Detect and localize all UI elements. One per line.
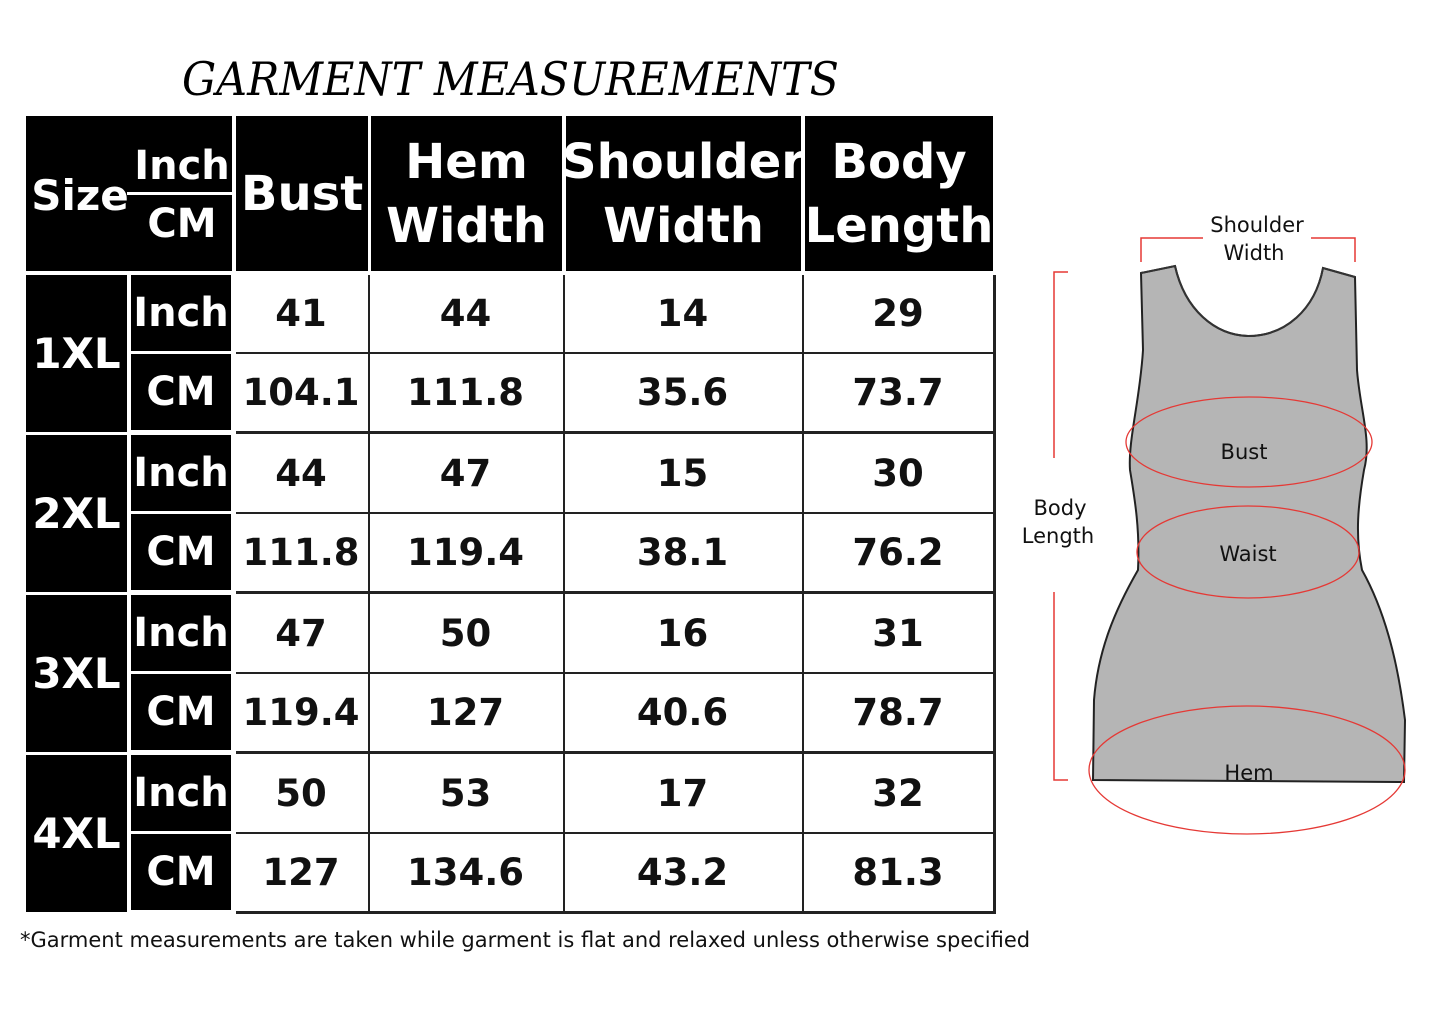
value-shoulder-width: 15: [566, 435, 799, 512]
row-divider: [236, 832, 994, 834]
value-shoulder-width: 40.6: [566, 674, 799, 751]
shoulder-label-1: Shoulder: [1210, 213, 1304, 237]
value-body-length: 76.2: [805, 514, 991, 591]
value-bust: 41: [236, 275, 366, 352]
value-hem-width: 119.4: [371, 514, 560, 591]
page-title: GARMENT MEASUREMENTS: [182, 52, 839, 106]
bust-marker: [1125, 396, 1373, 488]
header-hem-width: Hem Width: [371, 116, 562, 271]
value-hem-width: 44: [371, 275, 560, 352]
value-shoulder-width: 14: [566, 275, 799, 352]
value-bust: 44: [236, 435, 366, 512]
header-bust: Bust: [236, 116, 368, 271]
value-shoulder-width: 17: [566, 755, 799, 832]
header-divider: [127, 192, 232, 195]
value-body-length: 78.7: [805, 674, 991, 751]
body-length-label-1: Body: [1033, 496, 1086, 520]
shoulder-label-2: Width: [1223, 241, 1284, 265]
unit-label: Inch: [131, 755, 231, 831]
header-inch-label: Inch: [134, 143, 230, 189]
unit-label: CM: [131, 514, 231, 590]
waist-label: Waist: [1219, 542, 1276, 566]
row-divider: [236, 591, 994, 594]
value-hem-width: 50: [371, 595, 560, 672]
value-body-length: 30: [805, 435, 991, 512]
value-hem-width: 111.8: [371, 354, 560, 431]
row-divider: [236, 512, 994, 514]
garment-illustration: [1091, 264, 1407, 784]
value-bust: 50: [236, 755, 366, 832]
value-body-length: 29: [805, 275, 991, 352]
value-shoulder-width: 16: [566, 595, 799, 672]
unit-label: Inch: [131, 275, 231, 351]
value-body-length: 81.3: [805, 834, 991, 911]
value-hem-width: 134.6: [371, 834, 560, 911]
table-border: [993, 275, 996, 914]
value-body-length: 31: [805, 595, 991, 672]
value-shoulder-width: 43.2: [566, 834, 799, 911]
size-label-4xl: 4XL: [26, 755, 127, 912]
unit-label: CM: [131, 674, 231, 750]
unit-label: Inch: [131, 595, 231, 671]
column-divider: [368, 275, 370, 912]
size-label-2xl: 2XL: [26, 435, 127, 592]
header-size-label: Size: [31, 171, 129, 220]
size-label-1xl: 1XL: [26, 275, 127, 432]
value-hem-width: 47: [371, 435, 560, 512]
size-label-3xl: 3XL: [26, 595, 127, 752]
value-hem-width: 127: [371, 674, 560, 751]
header-cm-label: CM: [147, 201, 217, 247]
body-length-label-2: Length: [1022, 524, 1094, 548]
header-shoulder-width: Shoulder Width: [562, 116, 805, 271]
header-body-length: Body Length: [805, 116, 993, 271]
unit-label: CM: [131, 354, 231, 430]
unit-label: Inch: [131, 435, 231, 511]
hem-label: Hem: [1224, 761, 1273, 785]
value-bust: 127: [236, 834, 366, 911]
hem-marker: [1088, 705, 1406, 835]
waist-marker: [1136, 505, 1360, 599]
body-length-marker: [1053, 271, 1068, 781]
value-body-length: 32: [805, 755, 991, 832]
unit-label: CM: [131, 834, 231, 910]
value-bust: 47: [236, 595, 366, 672]
value-bust: 111.8: [236, 514, 366, 591]
shoulder-width-marker: [1140, 237, 1356, 262]
bust-label: Bust: [1221, 440, 1268, 464]
row-divider: [236, 352, 994, 354]
row-divider: [236, 751, 994, 754]
column-divider: [563, 275, 565, 912]
value-bust: 104.1: [236, 354, 366, 431]
value-bust: 119.4: [236, 674, 366, 751]
row-divider: [236, 431, 994, 434]
value-shoulder-width: 38.1: [566, 514, 799, 591]
value-shoulder-width: 35.6: [566, 354, 799, 431]
footnote: *Garment measurements are taken while ga…: [20, 928, 1031, 952]
row-divider: [236, 672, 994, 674]
value-hem-width: 53: [371, 755, 560, 832]
row-divider: [236, 911, 994, 914]
column-divider: [802, 275, 804, 912]
value-body-length: 73.7: [805, 354, 991, 431]
